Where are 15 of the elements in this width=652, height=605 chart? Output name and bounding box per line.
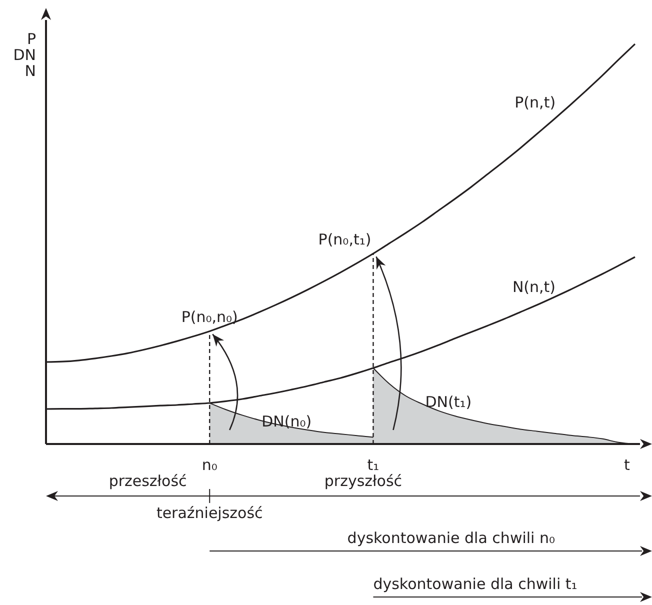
x-tick-label: t — [624, 456, 630, 474]
text: przyszłość — [324, 472, 402, 490]
x-tick-label: n₀ — [202, 456, 218, 474]
series-label: N(n,t) — [512, 278, 556, 296]
series-label: DN(t₁) — [425, 393, 472, 412]
annotation: P(n₀,n₀) — [181, 308, 238, 326]
series-label: DN(n₀) — [262, 412, 312, 430]
annotation: P(n₀,t₁) — [318, 230, 372, 249]
text: dyskontowanie dla chwili t₁ — [373, 575, 578, 593]
y-axis-title: P DN N — [13, 30, 36, 80]
text: przeszłość — [108, 472, 187, 490]
x-tick-label: t₁ — [367, 456, 380, 474]
text: teraźniejszość — [156, 504, 263, 522]
series-label: P(n,t) — [514, 94, 556, 112]
text: dyskontowanie dla chwili n₀ — [347, 529, 555, 547]
